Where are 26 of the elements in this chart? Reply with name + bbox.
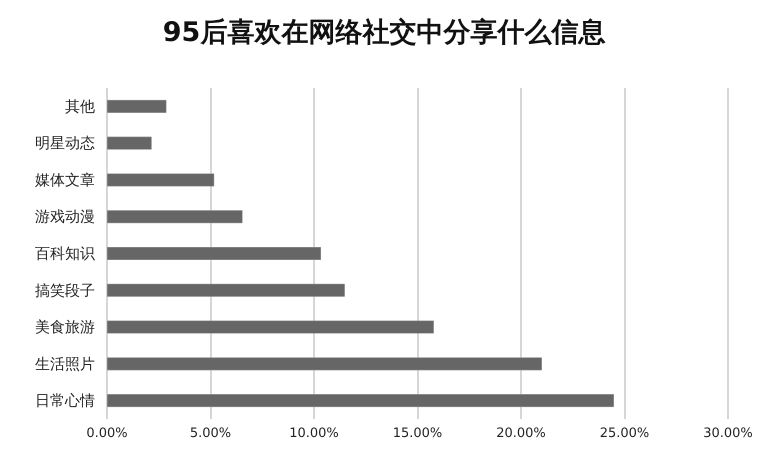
x-tick-label: 10.00%	[289, 426, 339, 441]
bar	[107, 210, 243, 224]
x-tick-label: 15.00%	[392, 426, 442, 441]
y-tick-label: 明星动态	[35, 134, 95, 152]
bar	[107, 320, 434, 334]
y-tick-label: 百科知识	[35, 244, 95, 262]
y-tick-label: 生活照片	[35, 354, 95, 373]
x-tick-label: 5.00%	[190, 426, 232, 441]
bar	[107, 136, 152, 150]
y-tick-label: 美食旅游	[35, 318, 95, 336]
y-tick-label: 游戏动漫	[35, 208, 95, 226]
bar	[107, 284, 345, 297]
x-tick-label: 25.00%	[600, 426, 650, 441]
bar	[107, 394, 614, 408]
y-tick-label: 日常心情	[35, 392, 95, 410]
chart-title: 95后喜欢在网络社交中分享什么信息	[162, 17, 606, 48]
y-tick-label: 其他	[65, 97, 95, 116]
bar	[107, 247, 322, 260]
x-tick-label: 20.00%	[496, 426, 546, 441]
bar	[107, 357, 542, 370]
y-tick-label: 媒体文章	[35, 170, 95, 189]
x-tick-label: 30.00%	[703, 426, 753, 441]
y-tick-label: 搞笑段子	[35, 281, 95, 300]
bar	[107, 100, 166, 113]
bar	[107, 173, 214, 186]
x-tick-label: 0.00%	[86, 426, 128, 441]
